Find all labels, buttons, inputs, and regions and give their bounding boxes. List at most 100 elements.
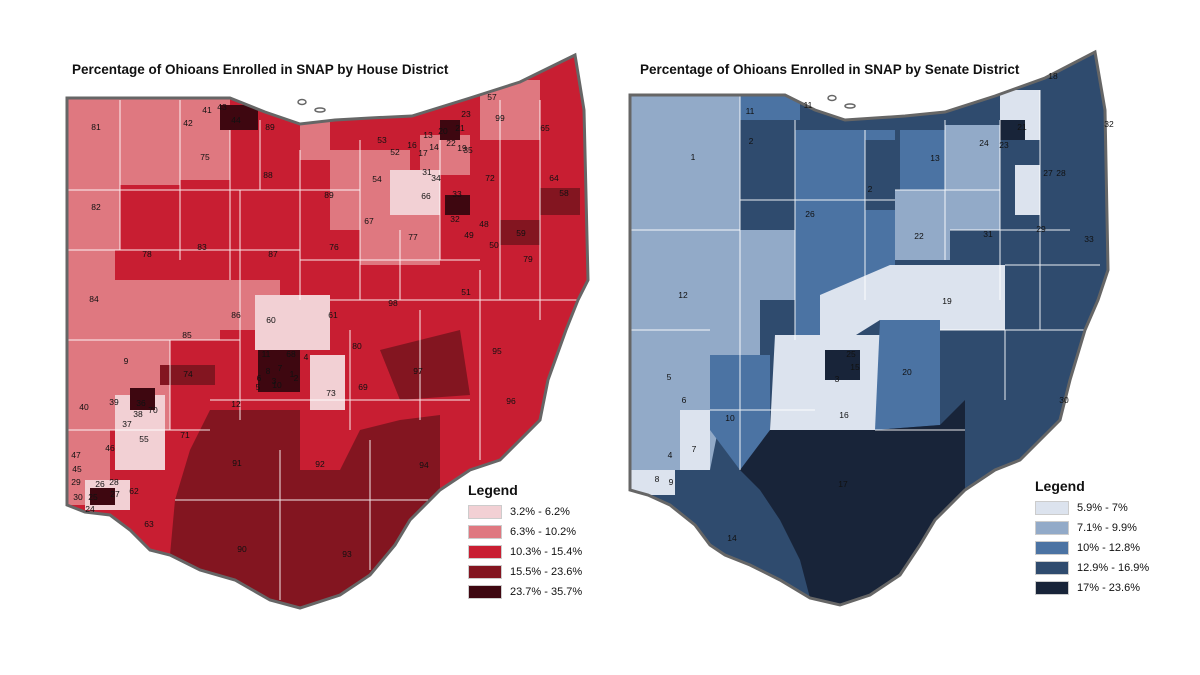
district-label: 29: [1036, 224, 1046, 234]
district-label: 81: [91, 122, 101, 132]
district-label: 13: [423, 130, 433, 140]
district-label: 64: [549, 173, 559, 183]
legend-label: 7.1% - 9.9%: [1077, 522, 1137, 534]
district-label: 59: [516, 228, 526, 238]
district-label: 46: [105, 443, 115, 453]
house-map-title: Percentage of Ohioans Enrolled in SNAP b…: [72, 62, 449, 77]
district-label: 19: [457, 143, 467, 153]
district-label: 22: [446, 138, 456, 148]
district-label: 89: [265, 122, 275, 132]
district-label: 74: [183, 369, 193, 379]
district-label: 11: [262, 349, 271, 359]
district-label: 26: [95, 479, 105, 489]
district-label: 28: [109, 477, 119, 487]
district-label: 72: [485, 173, 495, 183]
district-label: 7: [692, 444, 697, 454]
lake-island: [314, 107, 326, 113]
district-label: 11: [746, 106, 755, 116]
district-label: 3: [272, 376, 277, 386]
district-label: 1: [290, 369, 295, 379]
district-label: 51: [461, 287, 471, 297]
house-district-map-panel: 81 42 41 43 44 89 57 23 99 65 75 53 13 20 21 52 16 17 14 22…: [65, 52, 590, 610]
house-legend-entry: 3.2% - 6.2%: [468, 502, 582, 522]
district-label: 67: [364, 216, 374, 226]
district-label: 95: [492, 346, 502, 356]
district-label: 94: [419, 460, 429, 470]
senate-legend-title: Legend: [1035, 478, 1085, 494]
district-label: 37: [122, 419, 132, 429]
district-label: 93: [342, 549, 352, 559]
district-label: 33: [452, 189, 462, 199]
legend-swatch: [468, 565, 502, 579]
district-label: 40: [79, 402, 89, 412]
district-label: 8: [266, 366, 271, 376]
district-label: 10: [272, 380, 282, 390]
legend-label: 10.3% - 15.4%: [510, 546, 583, 558]
legend-swatch: [1035, 561, 1069, 575]
district-label: 71: [180, 430, 190, 440]
district-label: 91: [232, 458, 242, 468]
district-label: 85: [182, 330, 192, 340]
district-label: 58: [559, 188, 569, 198]
district-label: 31: [983, 229, 993, 239]
district-label: 33: [1084, 234, 1094, 244]
district-label: 9: [124, 356, 129, 366]
district-label: 52: [390, 147, 400, 157]
house-legend-entry: 23.7% - 35.7%: [468, 582, 582, 602]
district-label: 34: [431, 173, 441, 183]
district-label: 75: [200, 152, 210, 162]
district-label: 78: [142, 249, 152, 259]
district-label: 21: [1017, 122, 1027, 132]
legend-swatch: [468, 525, 502, 539]
district-label: 23: [999, 140, 1009, 150]
district-label: 54: [372, 174, 382, 184]
district-label: 63: [144, 519, 154, 529]
district-label: 29: [71, 477, 81, 487]
legend-swatch: [1035, 581, 1069, 595]
district-label: 2: [749, 136, 754, 146]
district-label: 89: [324, 190, 334, 200]
district-label: 22: [914, 231, 924, 241]
district-label: 25: [88, 492, 98, 502]
district-label: 10: [725, 413, 735, 423]
legend-label: 5.9% - 7%: [1077, 502, 1128, 514]
house-district-fills: [67, 55, 588, 608]
lake-island: [827, 94, 837, 102]
district-label: 77: [408, 232, 418, 242]
house-legend-entry: 6.3% - 10.2%: [468, 522, 582, 542]
senate-district-fills: [630, 52, 1108, 605]
district-label: 7: [278, 363, 283, 373]
district-label: 48: [479, 219, 489, 229]
district-label: 12: [678, 290, 688, 300]
district-label: 47: [71, 450, 81, 460]
district-label: 24: [85, 504, 95, 514]
district-label: 2: [868, 184, 873, 194]
district-label: 35: [463, 145, 473, 155]
district-label: 11: [804, 100, 813, 110]
senate-legend: Legend 5.9% - 7% 7.1% - 9.9% 10% - 12.8%…: [1035, 478, 1149, 598]
district-label: 6: [682, 395, 687, 405]
district-label: 23: [461, 109, 471, 119]
senate-legend-entry: 10% - 12.8%: [1035, 538, 1149, 558]
house-legend-entry: 15.5% - 23.6%: [468, 562, 582, 582]
district-label: 6: [257, 373, 262, 383]
house-legend-title: Legend: [468, 482, 518, 498]
district-label: 14: [429, 142, 439, 152]
district-label: 31: [422, 167, 432, 177]
legend-swatch: [468, 505, 502, 519]
district-label: 19: [942, 296, 952, 306]
district-label: 14: [727, 533, 737, 543]
ohio-outline: [628, 49, 1110, 607]
district-label: 27: [1043, 168, 1053, 178]
district-label: 8: [655, 474, 660, 484]
house-legend: Legend 3.2% - 6.2% 6.3% - 10.2% 10.3% - …: [468, 482, 582, 602]
district-label: 20: [438, 126, 448, 136]
district-label: 26: [805, 209, 815, 219]
legend-swatch: [1035, 541, 1069, 555]
district-label: 16: [839, 410, 849, 420]
district-label: 55: [139, 434, 149, 444]
